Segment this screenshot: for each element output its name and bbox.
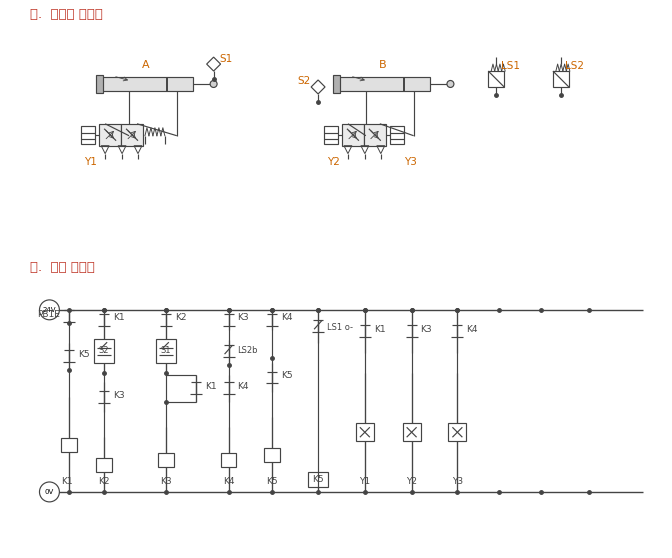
Bar (403, 424, 421, 441)
Circle shape (40, 300, 59, 320)
Text: K3: K3 (113, 391, 125, 400)
Text: LS1: LS1 (501, 61, 519, 71)
Bar (364, 124, 386, 146)
Bar (61, 437, 77, 451)
Text: S2: S2 (298, 76, 310, 86)
Bar (356, 424, 374, 441)
Text: LS2: LS2 (565, 61, 585, 71)
Bar (333, 75, 340, 93)
Bar (308, 472, 328, 487)
Text: B: B (379, 60, 386, 70)
Bar (121, 124, 143, 146)
Bar (96, 75, 103, 93)
Bar (158, 453, 174, 466)
Circle shape (210, 80, 217, 88)
Text: K1: K1 (62, 478, 73, 487)
Text: Y1: Y1 (360, 478, 370, 487)
Text: K3: K3 (237, 313, 249, 323)
Bar (448, 424, 466, 441)
Text: PB1E: PB1E (38, 310, 60, 319)
Text: 가.  공기압 회로도: 가. 공기압 회로도 (30, 8, 102, 21)
Text: K4: K4 (466, 325, 478, 334)
Text: K5: K5 (312, 475, 324, 484)
Text: K1: K1 (205, 382, 216, 391)
Bar (342, 124, 364, 146)
Bar (81, 126, 95, 143)
Text: Y3: Y3 (404, 157, 417, 167)
Bar (264, 448, 280, 461)
Bar (220, 453, 237, 466)
Text: Y2: Y2 (327, 157, 339, 167)
Text: LS1 o-: LS1 o- (327, 323, 353, 332)
Bar (390, 126, 404, 143)
Text: K4: K4 (282, 313, 293, 323)
Bar (324, 126, 338, 143)
Bar (101, 77, 193, 91)
Text: 24V: 24V (43, 307, 56, 313)
Bar (553, 71, 569, 87)
Text: A: A (142, 60, 150, 70)
Text: K4: K4 (237, 382, 249, 391)
Text: K5: K5 (79, 350, 90, 359)
Bar (94, 339, 114, 363)
Bar (338, 77, 429, 91)
Text: K3: K3 (421, 325, 432, 334)
Bar (489, 71, 504, 87)
Text: S2: S2 (99, 346, 110, 355)
Text: LS2b: LS2b (237, 346, 258, 355)
Circle shape (40, 482, 59, 502)
Text: S1: S1 (161, 346, 171, 355)
Circle shape (447, 80, 454, 88)
Bar (156, 339, 176, 363)
Text: K1: K1 (113, 313, 125, 323)
Text: K5: K5 (282, 371, 293, 380)
Bar (96, 458, 112, 472)
Text: K5: K5 (267, 478, 278, 487)
Text: K3: K3 (160, 478, 171, 487)
Text: Y2: Y2 (406, 478, 417, 487)
Text: K4: K4 (223, 478, 235, 487)
Text: Y1: Y1 (84, 157, 97, 167)
Text: S1: S1 (219, 54, 233, 64)
Text: 나.  전기 회로도: 나. 전기 회로도 (30, 261, 94, 273)
Text: K2: K2 (175, 313, 186, 323)
Bar (99, 124, 121, 146)
Text: Y3: Y3 (452, 478, 463, 487)
Text: 0V: 0V (45, 489, 54, 495)
Text: K2: K2 (98, 478, 110, 487)
Text: K1: K1 (374, 325, 386, 334)
